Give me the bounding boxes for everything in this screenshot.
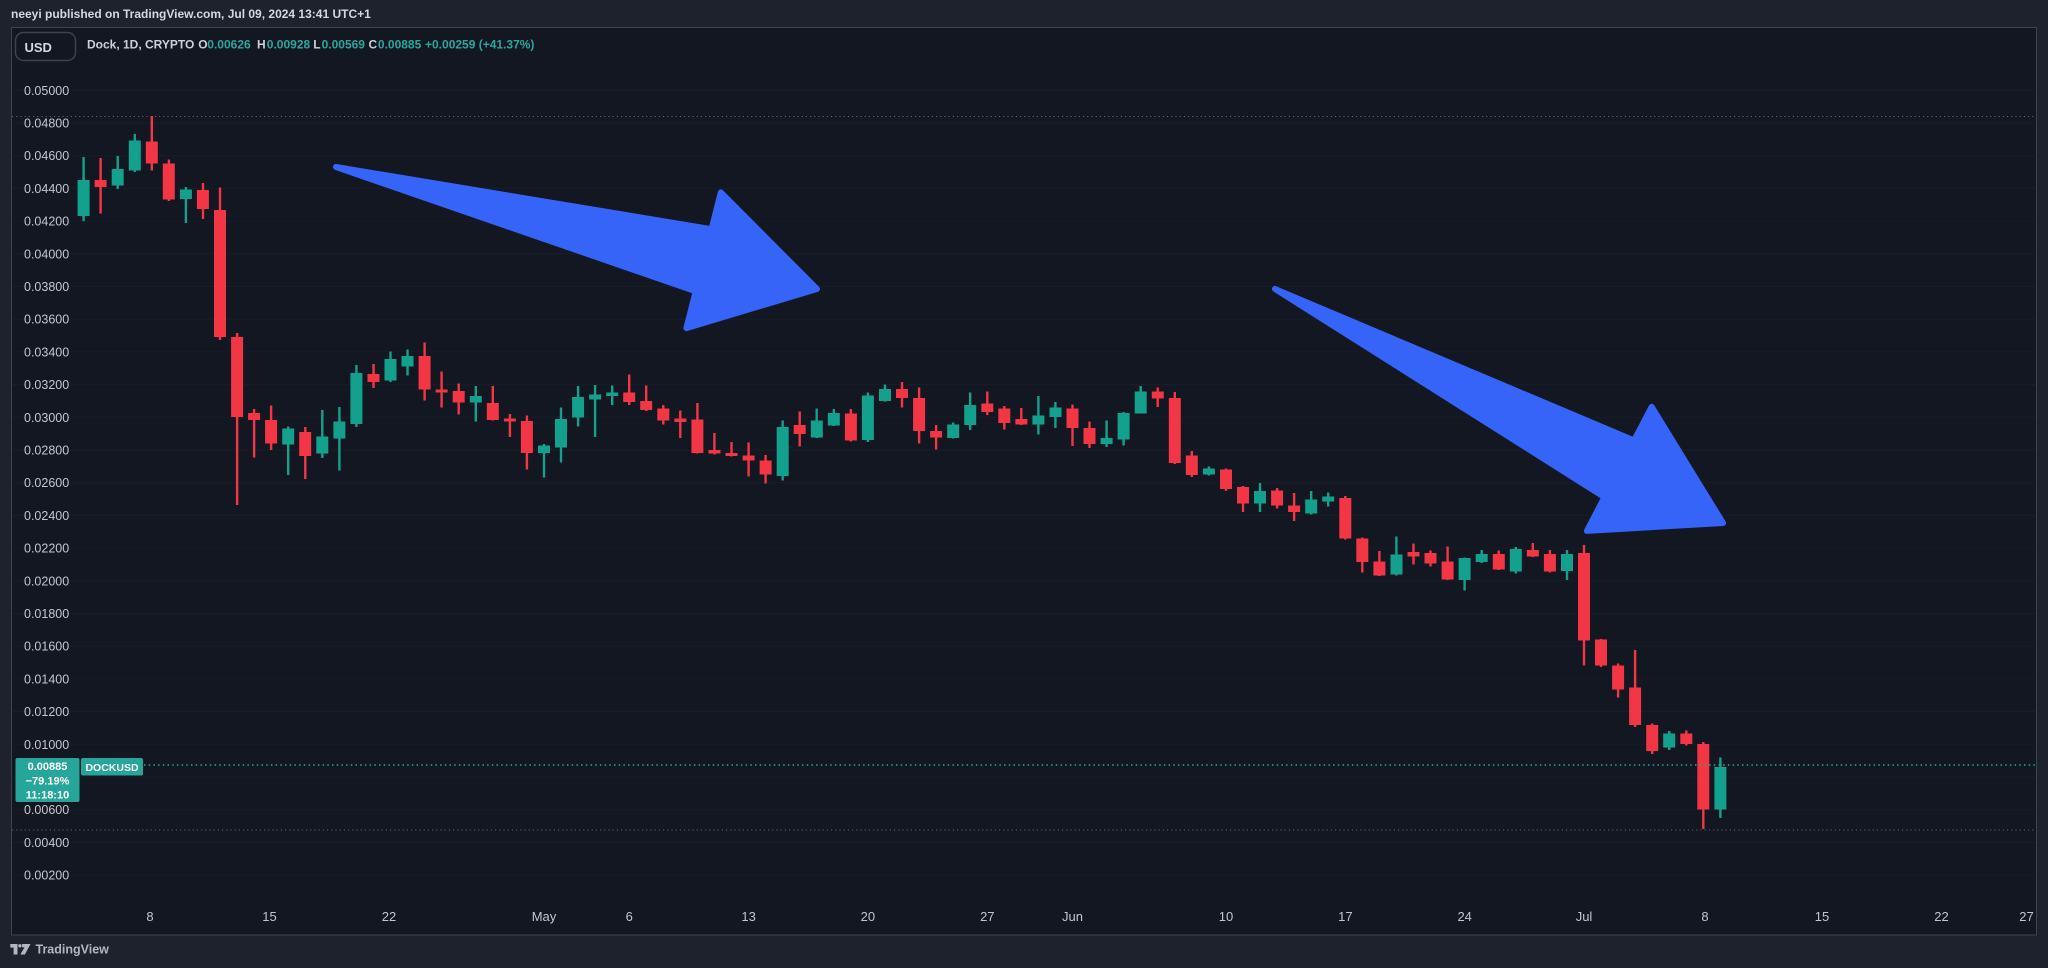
svg-text:0.03600: 0.03600 <box>24 313 69 327</box>
svg-text:Jun: Jun <box>1062 909 1083 924</box>
svg-text:0.02600: 0.02600 <box>24 476 69 490</box>
svg-text:10: 10 <box>1219 909 1233 924</box>
svg-text:0.01400: 0.01400 <box>24 672 69 686</box>
svg-text:TradingView: TradingView <box>36 943 110 957</box>
svg-text:0.02800: 0.02800 <box>24 444 69 458</box>
svg-text:0.01200: 0.01200 <box>24 705 69 719</box>
svg-text:27: 27 <box>2019 909 2033 924</box>
svg-text:8: 8 <box>1701 909 1708 924</box>
svg-text:0.04600: 0.04600 <box>24 149 69 163</box>
svg-text:+0.00259 (+41.37%): +0.00259 (+41.37%) <box>425 38 534 52</box>
svg-text:0.01000: 0.01000 <box>24 738 69 752</box>
svg-text:20: 20 <box>861 909 875 924</box>
svg-text:0.05000: 0.05000 <box>24 84 69 98</box>
svg-text:0.04800: 0.04800 <box>24 117 69 131</box>
svg-text:May: May <box>532 909 557 924</box>
svg-text:24: 24 <box>1457 909 1471 924</box>
svg-text:0.01600: 0.01600 <box>24 640 69 654</box>
svg-text:0.04400: 0.04400 <box>24 182 69 196</box>
svg-text:22: 22 <box>1934 909 1948 924</box>
svg-text:0.01800: 0.01800 <box>24 607 69 621</box>
svg-text:15: 15 <box>1815 909 1829 924</box>
svg-text:0.00400: 0.00400 <box>24 836 69 850</box>
svg-text:0.04000: 0.04000 <box>24 247 69 261</box>
svg-text:15: 15 <box>262 909 276 924</box>
svg-text:0.00569: 0.00569 <box>322 38 366 52</box>
svg-text:0.03800: 0.03800 <box>24 280 69 294</box>
svg-text:0.02000: 0.02000 <box>24 574 69 588</box>
svg-text:0.04200: 0.04200 <box>24 215 69 229</box>
svg-text:Jul: Jul <box>1576 909 1593 924</box>
svg-text:Dock, 1D, CRYPTO: Dock, 1D, CRYPTO <box>87 38 194 52</box>
svg-text:C: C <box>369 38 378 52</box>
svg-text:neeyi published on TradingView: neeyi published on TradingView.com, Jul … <box>11 7 371 21</box>
svg-text:17: 17 <box>1338 909 1352 924</box>
svg-text:0.02200: 0.02200 <box>24 542 69 556</box>
svg-text:0.03400: 0.03400 <box>24 345 69 359</box>
svg-text:L: L <box>313 38 320 52</box>
svg-text:0.03200: 0.03200 <box>24 378 69 392</box>
svg-text:6: 6 <box>626 909 633 924</box>
svg-text:O: O <box>198 38 207 52</box>
svg-text:DOCKUSD: DOCKUSD <box>85 762 139 774</box>
svg-text:0.00885: 0.00885 <box>378 38 422 52</box>
svg-text:0.03000: 0.03000 <box>24 411 69 425</box>
svg-text:8: 8 <box>146 909 153 924</box>
svg-text:H: H <box>257 38 266 52</box>
svg-text:0.00200: 0.00200 <box>24 869 69 883</box>
svg-text:27: 27 <box>980 909 994 924</box>
svg-text:11:18:10: 11:18:10 <box>26 790 69 802</box>
svg-text:0.02400: 0.02400 <box>24 509 69 523</box>
svg-text:0.00885: 0.00885 <box>28 761 68 773</box>
svg-text:22: 22 <box>382 909 396 924</box>
svg-text:0.00600: 0.00600 <box>24 803 69 817</box>
svg-text:13: 13 <box>741 909 755 924</box>
svg-text:0.00626: 0.00626 <box>207 38 251 52</box>
svg-text:−79.19%: −79.19% <box>26 776 70 788</box>
svg-text:0.00928: 0.00928 <box>267 38 311 52</box>
svg-text:USD: USD <box>25 40 52 55</box>
